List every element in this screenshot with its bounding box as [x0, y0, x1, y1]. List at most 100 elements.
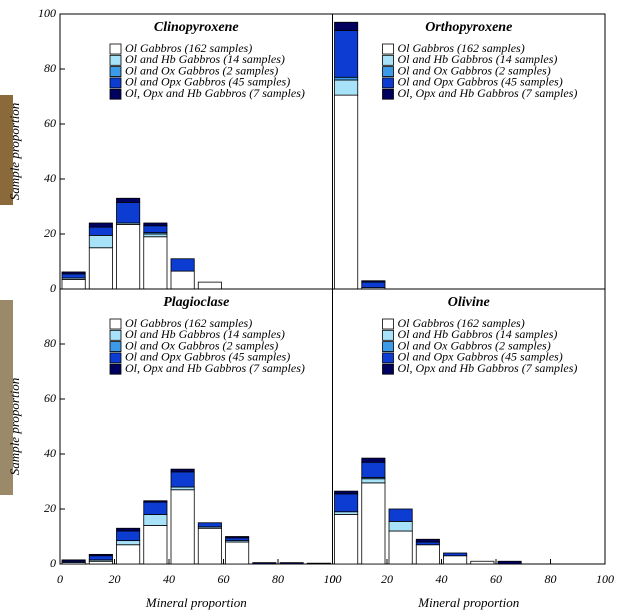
legend-label: Ol and Opx Gabbros (45 samples) [125, 75, 290, 89]
bar-segment [170, 471, 195, 488]
y-tick-label: 60 [44, 391, 56, 405]
bar-segment [334, 493, 359, 513]
legend-label: Ol and Opx Gabbros (45 samples) [398, 350, 563, 364]
x-tick-label: 80 [545, 572, 557, 586]
legend-label: Ol Gabbros (162 samples) [125, 316, 252, 330]
legend-swatch [382, 352, 394, 364]
legend-label: Ol and Ox Gabbros (2 samples) [398, 338, 551, 352]
x-tick-label: 0 [57, 572, 63, 586]
legend-label: Ol and Opx Gabbros (45 samples) [125, 350, 290, 364]
bar-segment [225, 537, 250, 542]
y-axis-label: Sample proportion [7, 378, 22, 475]
bar-segment [361, 482, 386, 565]
bar-segment [361, 461, 386, 478]
bar-segment [361, 280, 386, 283]
bar-segment [388, 508, 413, 522]
legend-swatch [382, 43, 394, 55]
legend-label: Ol, Opx and Hb Gabbros (7 samples) [398, 361, 578, 375]
legend-label: Ol and Opx Gabbros (45 samples) [398, 75, 563, 89]
legend-swatch [109, 341, 122, 353]
legend-label: Ol and Hb Gabbros (14 samples) [398, 52, 558, 66]
y-axis-label: Sample proportion [7, 103, 22, 200]
bar-segment [334, 30, 359, 78]
x-axis-label: Mineral proportion [145, 595, 247, 610]
bar-segment [279, 562, 304, 565]
bar-segment [61, 271, 86, 275]
bar-segment [61, 559, 86, 562]
y-tick-label: 0 [50, 556, 56, 570]
bar-segment [225, 541, 250, 565]
bar-segment [197, 522, 222, 528]
bar-segment [306, 562, 331, 565]
bar-segment [361, 457, 386, 463]
y-tick-label: 0 [50, 281, 56, 295]
bar-segment [497, 560, 522, 565]
x-tick-label: 100 [596, 572, 614, 586]
x-tick-label: 80 [272, 572, 284, 586]
x-tick-label: 60 [218, 572, 230, 586]
legend-label: Ol and Ox Gabbros (2 samples) [125, 338, 278, 352]
bar-segment [225, 536, 250, 539]
legend-label: Ol and Hb Gabbros (14 samples) [125, 52, 285, 66]
bar-segment [88, 222, 113, 228]
bar-segment [116, 201, 141, 224]
legend-label: Ol and Hb Gabbros (14 samples) [125, 327, 285, 341]
photo-strip [0, 300, 13, 495]
legend-swatch [109, 88, 122, 100]
legend-label: Ol Gabbros (162 samples) [398, 41, 525, 55]
legend-swatch [382, 66, 394, 77]
bar-segment [143, 233, 168, 238]
bar-segment [252, 562, 277, 565]
bar-segment [88, 226, 113, 236]
legend-label: Ol Gabbros (162 samples) [398, 316, 525, 330]
bar-segment [116, 530, 141, 542]
legend-swatch [109, 54, 122, 66]
bar-segment [334, 76, 359, 81]
bar-segment [334, 79, 359, 96]
bar-segment [334, 514, 359, 565]
legend-swatch [382, 77, 394, 89]
bar-segment [197, 281, 222, 290]
bar-segment [415, 544, 440, 565]
legend-label: Ol, Opx and Hb Gabbros (7 samples) [125, 86, 305, 100]
legend-swatch [109, 329, 122, 341]
bar-segment [443, 555, 468, 565]
legend-swatch [109, 66, 122, 77]
bar-segment [116, 197, 141, 203]
bar-segment [88, 234, 113, 249]
bar-segment [170, 468, 195, 473]
bar-segment [334, 94, 359, 290]
bar-segment [61, 273, 86, 279]
panel-frame [332, 288, 606, 565]
y-tick-label: 60 [44, 116, 56, 130]
x-tick-label: 40 [436, 572, 448, 586]
legend-swatch [382, 318, 394, 330]
legend-swatch [382, 363, 394, 375]
bar-segment [116, 527, 141, 532]
bar-segment [143, 501, 168, 515]
bar-segment [88, 553, 113, 557]
bar-segment [170, 489, 195, 565]
legend-swatch [109, 43, 122, 55]
legend-swatch [382, 88, 394, 100]
legend-swatch [109, 318, 122, 330]
bar-segment [116, 544, 141, 565]
bar-segment [361, 281, 386, 289]
bar-segment [443, 552, 468, 557]
bar-segment [334, 21, 359, 31]
bar-segment [143, 500, 168, 503]
bar-segment [170, 270, 195, 290]
legend-label: Ol and Hb Gabbros (14 samples) [398, 327, 558, 341]
legend-swatch [382, 54, 394, 66]
y-tick-label: 80 [44, 61, 56, 75]
legend-swatch [382, 341, 394, 353]
bar-segment [116, 223, 141, 290]
bar-segment [388, 530, 413, 565]
bar-segment [197, 527, 222, 565]
panel-title: Orthopyroxene [425, 20, 512, 35]
bar-segment [61, 278, 86, 290]
bar-segment [415, 538, 440, 543]
legend-label: Ol and Ox Gabbros (2 samples) [125, 63, 278, 77]
legend-swatch [109, 352, 122, 364]
